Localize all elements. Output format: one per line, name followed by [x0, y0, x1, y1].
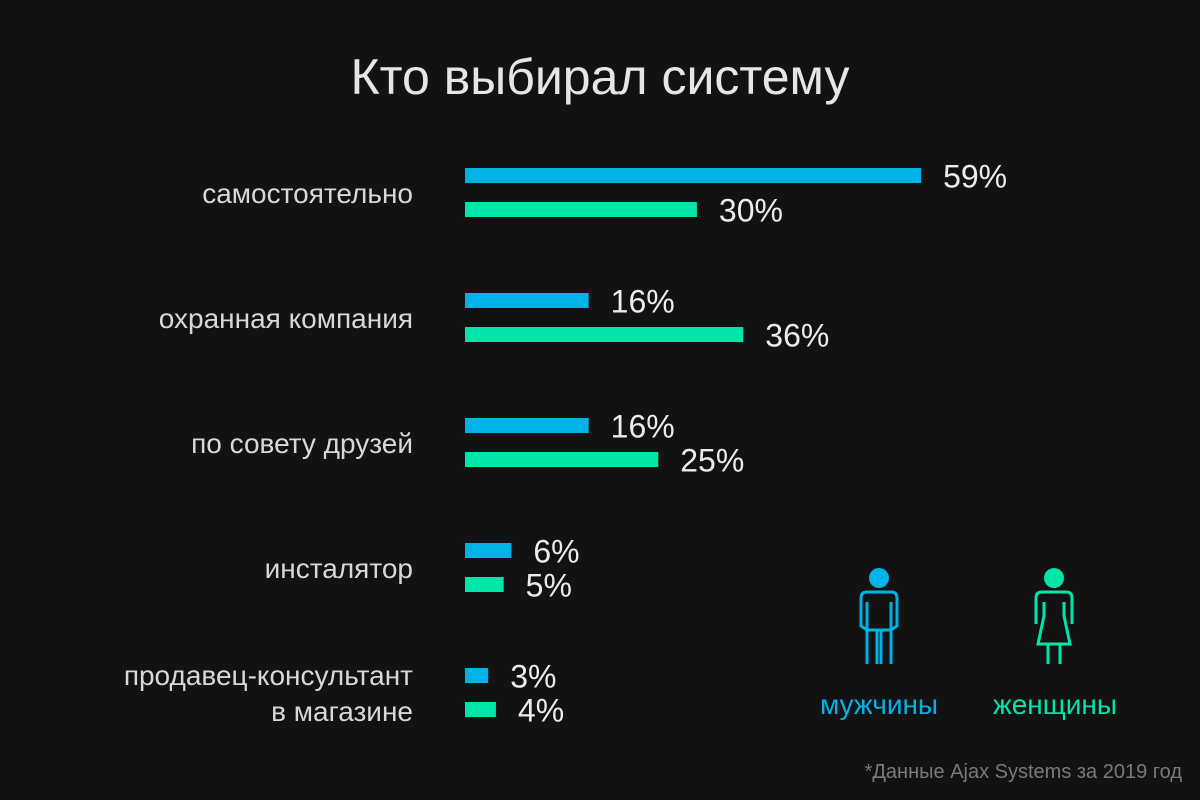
bar-men	[465, 168, 922, 183]
bar-men	[465, 293, 589, 308]
bar-women	[465, 202, 697, 217]
value-label: 36%	[765, 318, 829, 354]
category-label: охранная компания	[159, 303, 413, 334]
value-label: 4%	[518, 693, 564, 729]
bar-women	[465, 452, 659, 467]
bar-women	[465, 702, 496, 717]
bar-men	[465, 668, 489, 683]
value-label: 30%	[719, 193, 783, 229]
category-label: в магазине	[271, 696, 413, 727]
man-icon	[859, 568, 899, 664]
legend-label-women: женщины	[993, 689, 1117, 720]
category-label: инсталятор	[265, 553, 413, 584]
category-label: самостоятельно	[202, 178, 413, 209]
bar-men	[465, 543, 512, 558]
category-label: продавец-консультант	[124, 660, 413, 691]
value-label: 5%	[526, 568, 572, 604]
bar-women	[465, 327, 744, 342]
value-label: 3%	[510, 659, 556, 695]
category-label: по совету друзей	[191, 428, 413, 459]
footnote: *Данные Ajax Systems за 2019 год	[864, 761, 1182, 783]
value-label: 16%	[611, 409, 675, 445]
chart-title: Кто выбирал систему	[350, 49, 850, 105]
legend-label-men: мужчины	[820, 689, 938, 720]
value-label: 25%	[680, 443, 744, 479]
value-label: 59%	[943, 159, 1007, 195]
bar-men	[465, 418, 589, 433]
woman-icon	[1034, 568, 1074, 664]
bar-women	[465, 577, 504, 592]
value-label: 6%	[533, 534, 579, 570]
value-label: 16%	[611, 284, 675, 320]
